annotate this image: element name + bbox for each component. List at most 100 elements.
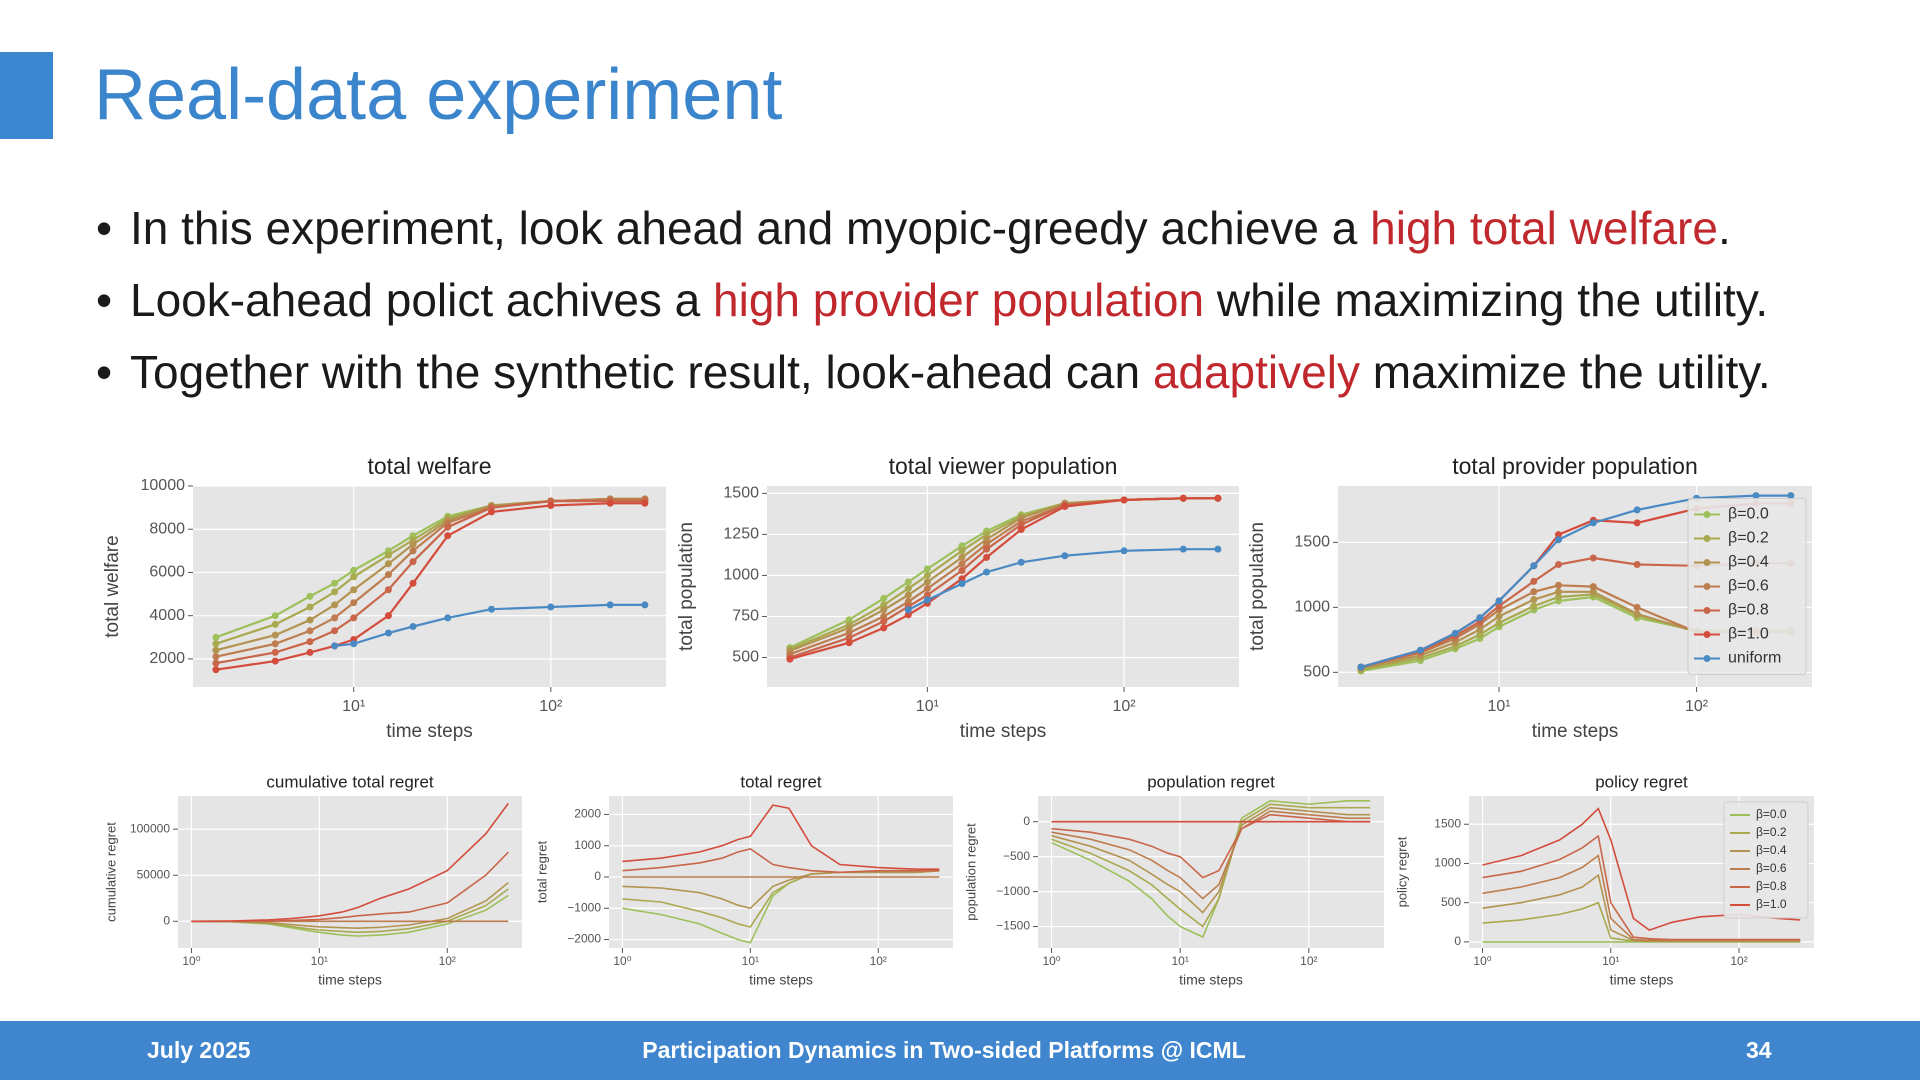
y-tick-label: 1500 bbox=[723, 485, 759, 502]
y-tick-label: 750 bbox=[732, 608, 759, 625]
y-tick-label: 50000 bbox=[137, 867, 171, 881]
data-point bbox=[1530, 577, 1538, 585]
plot-area bbox=[1038, 796, 1384, 948]
chart-title: policy regret bbox=[1595, 772, 1688, 791]
data-point bbox=[1495, 597, 1503, 605]
data-point bbox=[1555, 581, 1563, 589]
x-tick-label: 10² bbox=[1730, 954, 1747, 968]
series-line bbox=[1482, 834, 1801, 941]
data-point bbox=[923, 571, 931, 579]
y-tick-label: 2000 bbox=[574, 807, 601, 821]
footer: July 2025 Participation Dynamics in Two-… bbox=[0, 1021, 1920, 1080]
x-axis-label: time steps bbox=[1179, 972, 1243, 988]
data-point bbox=[958, 560, 966, 568]
x-tick-label: 10² bbox=[1685, 698, 1709, 715]
data-point bbox=[331, 614, 339, 622]
data-point bbox=[880, 601, 888, 609]
y-tick-label: 0 bbox=[594, 869, 601, 883]
data-point bbox=[786, 655, 794, 663]
x-tick-label: 10² bbox=[439, 954, 456, 968]
y-tick-label: 0 bbox=[1454, 934, 1461, 948]
data-point bbox=[409, 547, 417, 555]
data-point bbox=[1530, 602, 1538, 610]
footer-date: July 2025 bbox=[147, 1037, 251, 1063]
data-point bbox=[983, 535, 991, 543]
bullet-text: Together with the synthetic result, look… bbox=[130, 346, 1153, 398]
data-point bbox=[1633, 519, 1641, 527]
data-point bbox=[983, 530, 991, 538]
y-tick-label: 4000 bbox=[149, 607, 185, 624]
series-line bbox=[191, 802, 509, 923]
data-point bbox=[1589, 554, 1597, 562]
y-tick-label: −2000 bbox=[567, 932, 601, 946]
bullet-marker: • bbox=[96, 346, 113, 398]
data-point bbox=[923, 596, 931, 604]
title-bar bbox=[0, 52, 53, 139]
data-point bbox=[845, 624, 853, 632]
x-tick-label: 10⁰ bbox=[1042, 954, 1060, 968]
data-point bbox=[350, 599, 358, 607]
legend-marker bbox=[1703, 583, 1711, 590]
data-point bbox=[1179, 494, 1187, 502]
legend-marker bbox=[1703, 607, 1711, 614]
y-tick-label: 1000 bbox=[1434, 856, 1461, 870]
x-tick-label: 10¹ bbox=[1602, 954, 1619, 968]
y-tick-label: 1500 bbox=[1294, 534, 1330, 551]
bullet-marker: • bbox=[96, 202, 113, 254]
y-tick-label: 1500 bbox=[1434, 816, 1461, 830]
data-point bbox=[1555, 593, 1563, 601]
legend-label: uniform bbox=[1728, 650, 1781, 667]
data-point bbox=[409, 540, 417, 548]
data-point bbox=[271, 620, 279, 628]
data-point bbox=[1061, 552, 1069, 560]
data-point bbox=[958, 575, 966, 583]
x-tick-label: 10² bbox=[539, 698, 563, 715]
data-point bbox=[212, 640, 220, 648]
data-point bbox=[904, 611, 912, 619]
data-point bbox=[904, 591, 912, 599]
data-point bbox=[641, 499, 649, 507]
legend-label: β=0.6 bbox=[1728, 578, 1769, 595]
data-point bbox=[1357, 663, 1365, 671]
data-point bbox=[331, 588, 339, 596]
data-point bbox=[1495, 612, 1503, 620]
bullet-text: while maximizing the utility. bbox=[1204, 274, 1769, 326]
data-point bbox=[409, 579, 417, 587]
data-point bbox=[1120, 496, 1128, 504]
data-point bbox=[350, 614, 358, 622]
data-point bbox=[641, 601, 649, 609]
x-tick-label: 10¹ bbox=[342, 698, 365, 715]
legend-marker bbox=[1703, 511, 1711, 518]
y-axis-label: policy regret bbox=[1394, 836, 1409, 907]
x-axis-label: time steps bbox=[386, 721, 473, 742]
data-point bbox=[384, 612, 392, 620]
data-point bbox=[958, 553, 966, 561]
data-point bbox=[1061, 503, 1069, 511]
highlight-text: adaptively bbox=[1152, 346, 1360, 398]
data-point bbox=[923, 591, 931, 599]
x-tick-label: 10¹ bbox=[742, 954, 759, 968]
x-axis-label: time steps bbox=[1610, 972, 1674, 988]
data-point bbox=[1476, 614, 1484, 622]
legend-label: β=0.2 bbox=[1728, 530, 1769, 547]
data-point bbox=[547, 501, 555, 509]
bullet-text: In this experiment, look ahead and myopi… bbox=[130, 202, 1371, 254]
x-tick-label: 10⁰ bbox=[182, 954, 200, 968]
x-tick-label: 10⁰ bbox=[613, 954, 631, 968]
data-point bbox=[212, 633, 220, 641]
y-axis-label: cumulative regret bbox=[103, 822, 118, 922]
x-tick-label: 10¹ bbox=[1487, 698, 1510, 715]
data-point bbox=[331, 627, 339, 635]
data-point bbox=[880, 606, 888, 614]
y-tick-label: −1000 bbox=[996, 884, 1030, 898]
bullet: • Look-ahead polict achives a high provid… bbox=[96, 268, 1771, 340]
data-point bbox=[271, 657, 279, 665]
chart-title: total viewer population bbox=[889, 453, 1118, 479]
data-point bbox=[1214, 545, 1222, 553]
data-point bbox=[1633, 560, 1641, 568]
data-point bbox=[1589, 519, 1597, 527]
y-axis-label: population regret bbox=[963, 823, 978, 921]
data-point bbox=[1555, 536, 1563, 544]
data-point bbox=[1017, 525, 1025, 533]
highlight-text: high total welfare bbox=[1370, 202, 1718, 254]
